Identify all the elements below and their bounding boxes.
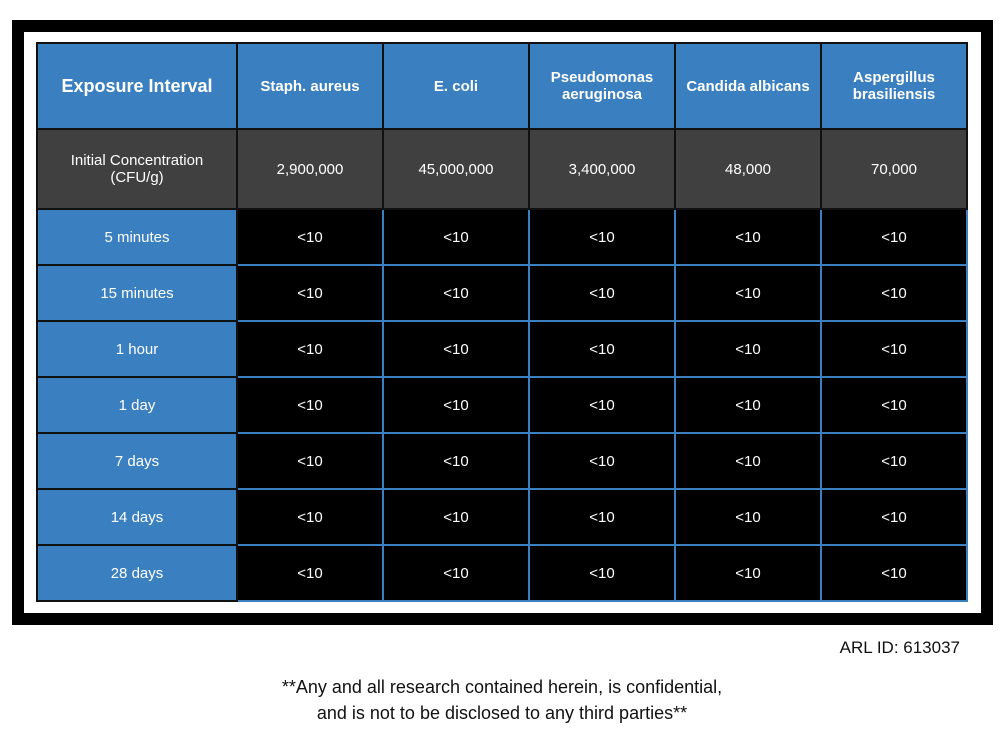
cell: <10 bbox=[528, 544, 676, 602]
note-line: **Any and all research contained herein,… bbox=[281, 677, 723, 697]
header-cell: Pseudomonas aeruginosa bbox=[528, 42, 676, 130]
cell: <10 bbox=[236, 488, 384, 546]
header-cell: E. coli bbox=[382, 42, 530, 130]
row-label: 15 minutes bbox=[36, 264, 238, 322]
cell: <10 bbox=[528, 264, 676, 322]
table-row: 14 days <10 <10 <10 <10 <10 bbox=[36, 488, 968, 546]
cell: <10 bbox=[674, 488, 822, 546]
table-row: 28 days <10 <10 <10 <10 <10 bbox=[36, 544, 968, 602]
cell: <10 bbox=[528, 376, 676, 434]
cell: 70,000 bbox=[820, 128, 968, 210]
table-body: Initial Concentration (CFU/g) 2,900,000 45… bbox=[36, 128, 968, 602]
cell: <10 bbox=[382, 264, 530, 322]
row-label: 5 minutes bbox=[36, 208, 238, 266]
cell: 3,400,000 bbox=[528, 128, 676, 210]
header-cell: Exposure Interval bbox=[36, 42, 238, 130]
cell: <10 bbox=[674, 320, 822, 378]
cell: <10 bbox=[528, 432, 676, 490]
cell: <10 bbox=[382, 320, 530, 378]
cell: <10 bbox=[236, 264, 384, 322]
row-label: 28 days bbox=[36, 544, 238, 602]
cell: <10 bbox=[236, 376, 384, 434]
cell: <10 bbox=[382, 488, 530, 546]
cell: <10 bbox=[820, 208, 968, 266]
cell: 45,000,000 bbox=[382, 128, 530, 210]
cell: <10 bbox=[528, 320, 676, 378]
table-row: 15 minutes <10 <10 <10 <10 <10 bbox=[36, 264, 968, 322]
row-label: 1 day bbox=[36, 376, 238, 434]
table-row: Initial Concentration (CFU/g) 2,900,000 45… bbox=[36, 128, 968, 210]
cell: <10 bbox=[820, 544, 968, 602]
header-cell: Aspergillus brasiliensis bbox=[820, 42, 968, 130]
cell: <10 bbox=[382, 376, 530, 434]
cell: <10 bbox=[382, 544, 530, 602]
cell: <10 bbox=[236, 320, 384, 378]
cell: <10 bbox=[674, 264, 822, 322]
confidentiality-note: **Any and all research contained herein,… bbox=[0, 674, 1004, 726]
cell: <10 bbox=[382, 208, 530, 266]
cell: <10 bbox=[820, 488, 968, 546]
cell: 48,000 bbox=[674, 128, 822, 210]
table-row: 1 day <10 <10 <10 <10 <10 bbox=[36, 376, 968, 434]
cell: <10 bbox=[820, 376, 968, 434]
cell: <10 bbox=[674, 544, 822, 602]
cell: <10 bbox=[236, 208, 384, 266]
cell: <10 bbox=[382, 432, 530, 490]
cell: <10 bbox=[820, 320, 968, 378]
cell: <10 bbox=[820, 432, 968, 490]
row-label: 7 days bbox=[36, 432, 238, 490]
row-label: 14 days bbox=[36, 488, 238, 546]
header-cell: Candida albicans bbox=[674, 42, 822, 130]
cell: <10 bbox=[820, 264, 968, 322]
table-row: 7 days <10 <10 <10 <10 <10 bbox=[36, 432, 968, 490]
results-table: Exposure Interval Staph. aureus E. coli Pse… bbox=[36, 42, 968, 602]
note-line: and is not to be disclosed to any third … bbox=[316, 703, 688, 723]
cell: <10 bbox=[528, 488, 676, 546]
cell: <10 bbox=[236, 432, 384, 490]
header-cell: Staph. aureus bbox=[236, 42, 384, 130]
cell: <10 bbox=[674, 432, 822, 490]
cell: <10 bbox=[674, 208, 822, 266]
header-row: Exposure Interval Staph. aureus E. coli Pse… bbox=[36, 42, 968, 130]
row-label: 1 hour bbox=[36, 320, 238, 378]
table-row: 5 minutes <10 <10 <10 <10 <10 bbox=[36, 208, 968, 266]
cell: <10 bbox=[236, 544, 384, 602]
cell: 2,900,000 bbox=[236, 128, 384, 210]
row-label: Initial Concentration (CFU/g) bbox=[36, 128, 238, 210]
table-row: 1 hour <10 <10 <10 <10 <10 bbox=[36, 320, 968, 378]
cell: <10 bbox=[674, 376, 822, 434]
arl-id: ARL ID: 613037 bbox=[839, 638, 960, 657]
cell: <10 bbox=[528, 208, 676, 266]
